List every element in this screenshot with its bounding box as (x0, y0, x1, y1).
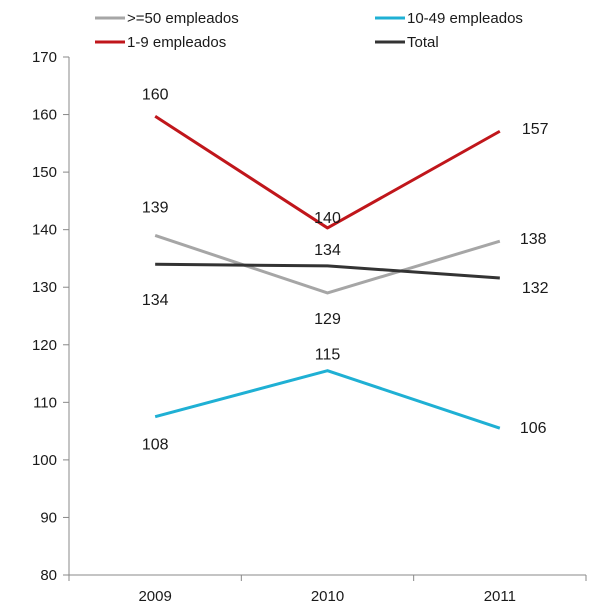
y-tick-label: 160 (32, 107, 57, 124)
series-line-1 (154, 369, 501, 430)
data-label: 134 (142, 292, 169, 309)
legend-label: Total (407, 34, 439, 51)
series-line-0 (154, 233, 501, 295)
data-label: 115 (315, 347, 341, 364)
y-tick-label: 80 (40, 567, 57, 584)
data-label: 134 (314, 242, 341, 259)
x-axis: 2009 2010 2011 (68, 574, 587, 605)
legend-label: 10-49 empleados (407, 10, 523, 27)
y-tick-label: 90 (40, 509, 57, 526)
y-tick-label: 110 (33, 394, 57, 411)
data-label: 129 (314, 311, 341, 328)
y-tick-label: 140 (32, 222, 57, 239)
x-tick-label: 2010 (311, 588, 344, 605)
legend-label: 1-9 empleados (127, 34, 226, 51)
data-label: 157 (522, 121, 549, 138)
x-tick-label: 2011 (484, 588, 516, 605)
y-tick-label: 100 (32, 452, 57, 469)
data-label: 132 (522, 280, 549, 297)
y-tick-label: 170 (32, 49, 57, 66)
series-line-2 (154, 115, 501, 230)
data-labels: 139 129 138 108 115 106 160 140 157 134 134 132 (142, 86, 549, 453)
x-tick-label: 2009 (138, 588, 171, 605)
y-tick-label: 150 (32, 164, 57, 181)
legend-label: >=50 empleados (127, 10, 239, 27)
legend: >=50 empleados 10-49 empleados 1-9 emplead… (95, 10, 523, 51)
series-line-3 (155, 262, 500, 280)
data-label: 140 (314, 210, 341, 227)
y-tick-label: 130 (32, 279, 57, 296)
data-label: 139 (142, 199, 169, 216)
y-axis: 80 90 100 110 120 130 140 150 160 170 (32, 49, 70, 584)
y-tick-label: 120 (32, 337, 57, 354)
data-label: 106 (520, 420, 547, 437)
data-label: 108 (142, 437, 169, 454)
data-label: 138 (520, 231, 547, 248)
series-lines (154, 115, 501, 430)
data-label: 160 (142, 86, 169, 103)
